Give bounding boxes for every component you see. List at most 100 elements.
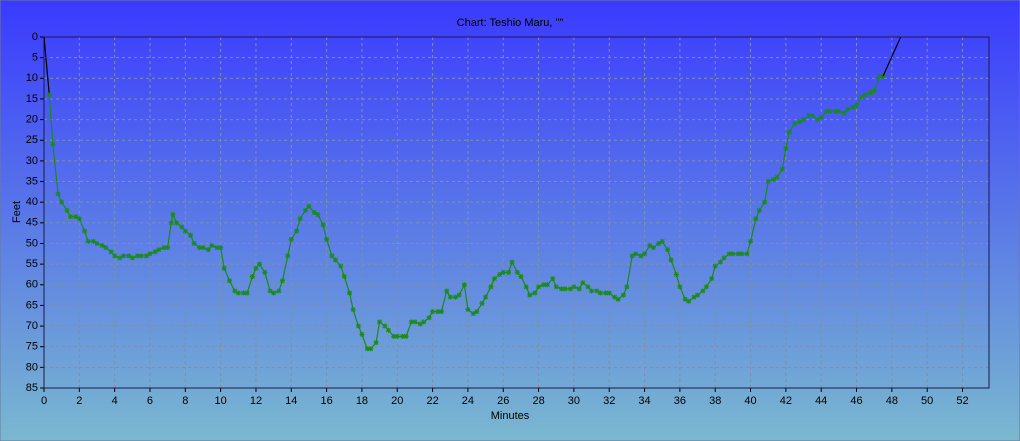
marker bbox=[523, 284, 529, 290]
y-tick-label: 0 bbox=[32, 31, 38, 43]
marker bbox=[695, 292, 701, 298]
y-tick-label: 60 bbox=[26, 279, 38, 291]
marker bbox=[126, 253, 132, 259]
x-tick-label: 4 bbox=[112, 395, 118, 407]
marker bbox=[488, 284, 494, 290]
x-tick-label: 52 bbox=[956, 395, 968, 407]
marker bbox=[815, 117, 821, 123]
y-tick-label: 40 bbox=[26, 196, 38, 208]
marker bbox=[624, 284, 630, 290]
y-tick-label: 80 bbox=[26, 361, 38, 373]
marker bbox=[249, 274, 255, 280]
marker bbox=[400, 333, 406, 339]
marker bbox=[196, 245, 202, 251]
marker bbox=[103, 245, 109, 251]
marker bbox=[332, 257, 338, 263]
marker bbox=[483, 294, 489, 300]
marker bbox=[665, 247, 671, 253]
x-tick-label: 12 bbox=[250, 395, 262, 407]
x-tick-label: 20 bbox=[391, 395, 403, 407]
marker bbox=[703, 284, 709, 290]
marker bbox=[417, 321, 423, 327]
marker bbox=[256, 261, 262, 267]
marker bbox=[597, 290, 603, 296]
marker bbox=[585, 284, 591, 290]
marker bbox=[461, 282, 467, 288]
x-axis-label: Minutes bbox=[491, 410, 530, 422]
marker bbox=[59, 199, 65, 205]
marker bbox=[553, 284, 559, 290]
x-tick-label: 10 bbox=[215, 395, 227, 407]
marker bbox=[279, 278, 285, 284]
marker bbox=[244, 290, 250, 296]
x-tick-label: 48 bbox=[886, 395, 898, 407]
marker bbox=[712, 263, 718, 269]
y-tick-label: 15 bbox=[26, 93, 38, 105]
x-tick-label: 44 bbox=[815, 395, 827, 407]
marker bbox=[205, 247, 211, 253]
x-tick-label: 2 bbox=[76, 395, 82, 407]
marker bbox=[620, 292, 626, 298]
marker bbox=[152, 249, 158, 255]
marker bbox=[347, 290, 353, 296]
marker bbox=[179, 224, 185, 230]
marker bbox=[783, 145, 789, 151]
marker bbox=[594, 288, 600, 294]
marker bbox=[143, 253, 149, 259]
marker bbox=[412, 319, 418, 325]
marker bbox=[391, 333, 397, 339]
marker bbox=[771, 176, 777, 182]
marker bbox=[509, 259, 515, 265]
marker bbox=[806, 112, 812, 118]
marker bbox=[82, 228, 88, 234]
marker bbox=[876, 73, 882, 79]
marker bbox=[226, 278, 232, 284]
marker bbox=[329, 253, 335, 259]
marker bbox=[841, 110, 847, 116]
marker bbox=[550, 276, 556, 282]
marker bbox=[338, 263, 344, 269]
marker bbox=[64, 207, 70, 213]
marker bbox=[730, 251, 736, 257]
marker bbox=[94, 240, 100, 246]
marker bbox=[748, 238, 754, 244]
marker bbox=[46, 92, 52, 98]
marker bbox=[700, 288, 706, 294]
marker bbox=[271, 290, 277, 296]
marker bbox=[606, 290, 612, 296]
x-tick-label: 0 bbox=[41, 395, 47, 407]
marker bbox=[801, 117, 807, 123]
y-tick-label: 65 bbox=[26, 299, 38, 311]
y-tick-label: 55 bbox=[26, 258, 38, 270]
marker bbox=[73, 214, 79, 220]
marker bbox=[359, 331, 365, 337]
marker bbox=[430, 309, 436, 315]
marker bbox=[797, 119, 803, 125]
marker bbox=[117, 255, 123, 261]
marker bbox=[686, 298, 692, 304]
marker bbox=[191, 240, 197, 246]
marker bbox=[774, 174, 780, 180]
marker bbox=[156, 247, 162, 253]
x-tick-label: 30 bbox=[568, 395, 580, 407]
marker bbox=[721, 255, 727, 261]
y-tick-label: 5 bbox=[32, 52, 38, 64]
marker bbox=[209, 243, 215, 249]
marker bbox=[173, 220, 179, 226]
marker bbox=[438, 309, 444, 315]
marker bbox=[147, 251, 153, 257]
marker bbox=[138, 253, 144, 259]
marker bbox=[235, 290, 241, 296]
marker bbox=[691, 294, 697, 300]
x-tick-label: 32 bbox=[603, 395, 615, 407]
marker bbox=[99, 243, 105, 249]
marker bbox=[726, 251, 732, 257]
marker bbox=[650, 245, 656, 251]
marker bbox=[135, 253, 141, 259]
marker bbox=[562, 286, 568, 292]
marker bbox=[859, 94, 865, 100]
marker bbox=[491, 276, 497, 282]
x-tick-label: 36 bbox=[674, 395, 686, 407]
marker bbox=[55, 191, 61, 197]
